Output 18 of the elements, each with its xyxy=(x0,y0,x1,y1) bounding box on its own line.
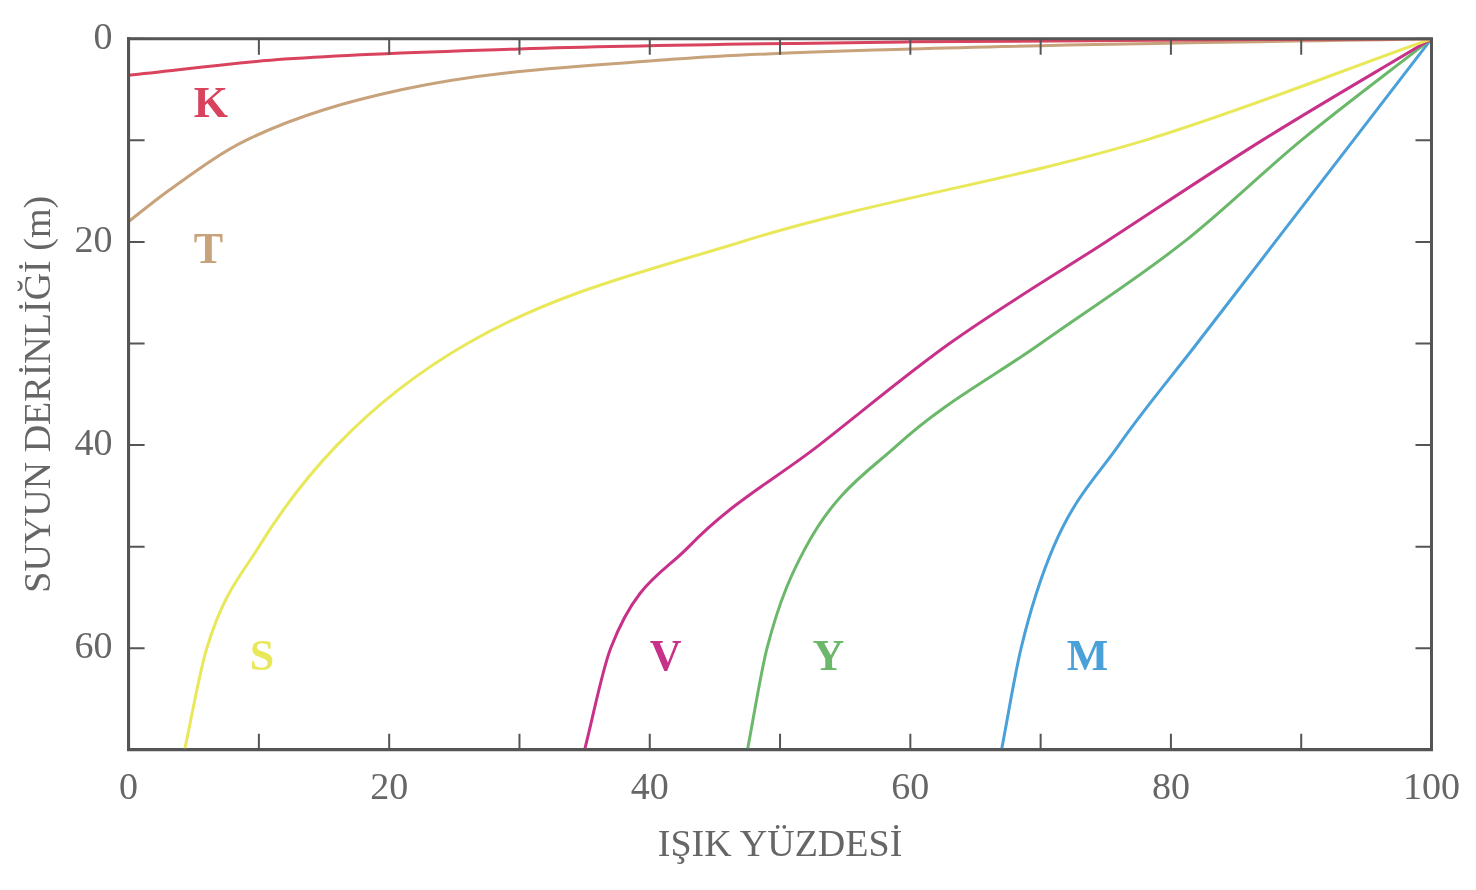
y-axis-title: SUYUN DERİNLİĞİ (m) xyxy=(15,195,59,593)
x-axis-title: IŞIK YÜZDESİ xyxy=(657,822,903,865)
y-tick-label: 40 xyxy=(74,421,113,464)
x-tick-label: 80 xyxy=(1151,764,1190,807)
x-tick-label: 60 xyxy=(891,764,930,807)
series-label: T xyxy=(193,224,224,274)
series-label: Y xyxy=(812,630,845,680)
x-tick-label: 20 xyxy=(370,764,409,807)
x-tick-label: 40 xyxy=(630,764,669,807)
series-label: V xyxy=(649,630,682,680)
x-tick-label: 100 xyxy=(1403,764,1460,807)
x-tick-label: 0 xyxy=(119,764,139,807)
series-label: M xyxy=(1066,630,1109,680)
series-label: K xyxy=(193,78,228,128)
series-label: S xyxy=(249,630,275,680)
y-tick-label: 60 xyxy=(74,624,113,667)
y-tick-label: 20 xyxy=(74,217,113,260)
y-tick-label: 0 xyxy=(93,14,113,57)
